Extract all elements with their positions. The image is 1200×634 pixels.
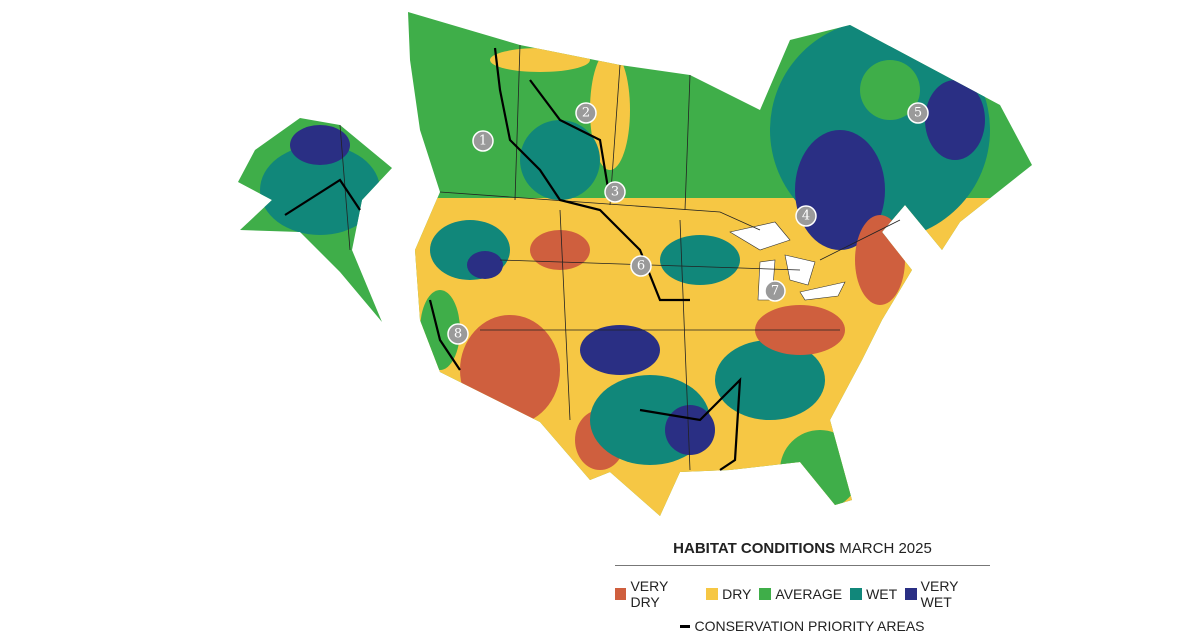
region xyxy=(660,235,740,285)
legend-line-label: CONSERVATION PRIORITY AREAS xyxy=(694,618,925,634)
region xyxy=(795,130,885,250)
region xyxy=(925,80,985,160)
marker: 4 xyxy=(795,205,817,227)
legend-items: VERY DRY DRY AVERAGE WET VERY WET xyxy=(615,578,990,610)
region xyxy=(460,315,560,425)
marker: 7 xyxy=(764,280,786,302)
region xyxy=(520,120,600,200)
region xyxy=(467,251,503,279)
region xyxy=(530,230,590,270)
legend-item: AVERAGE xyxy=(759,578,842,610)
marker: 5 xyxy=(907,102,929,124)
legend-swatch xyxy=(706,588,719,600)
marker-label: 6 xyxy=(637,259,645,274)
legend-swatch xyxy=(759,588,772,600)
legend-swatch xyxy=(905,588,917,600)
legend-swatch xyxy=(850,588,863,600)
legend-subtitle: MARCH 2025 xyxy=(839,540,932,557)
marker: 1 xyxy=(472,130,494,152)
legend-item: WET xyxy=(850,578,897,610)
legend-swatch xyxy=(615,588,627,600)
legend-title-bold: HABITAT CONDITIONS xyxy=(673,540,836,557)
legend-label: AVERAGE xyxy=(775,586,843,602)
legend-label: VERY DRY xyxy=(630,578,669,610)
legend-label: WET xyxy=(866,586,898,602)
region xyxy=(490,48,590,72)
marker-label: 8 xyxy=(454,327,462,342)
marker: 8 xyxy=(447,323,469,345)
marker: 3 xyxy=(604,181,626,203)
marker-label: 4 xyxy=(802,209,810,224)
legend-title: HABITAT CONDITIONS MARCH 2025 xyxy=(615,540,990,566)
legend-item: DRY xyxy=(706,578,751,610)
national-border xyxy=(439,191,901,261)
region xyxy=(580,325,660,375)
region xyxy=(855,215,905,305)
marker-label: 5 xyxy=(914,106,922,121)
region xyxy=(780,430,860,510)
legend-label: VERY WET xyxy=(920,578,959,610)
conservation-area-outline xyxy=(284,47,742,471)
region xyxy=(715,340,825,420)
marker-label: 3 xyxy=(611,185,619,200)
marker-label: 2 xyxy=(582,106,590,121)
legend-label: DRY xyxy=(722,586,752,602)
region xyxy=(290,125,350,165)
legend-item: VERY DRY xyxy=(615,578,698,610)
marker: 2 xyxy=(575,102,597,124)
lake xyxy=(799,281,846,301)
map: 1 2 3 4 5 6 7 8 xyxy=(238,12,1032,516)
legend: HABITAT CONDITIONS MARCH 2025 VERY DRY DR… xyxy=(615,540,990,634)
line-swatch xyxy=(680,624,691,628)
marker: 6 xyxy=(630,255,652,277)
region xyxy=(860,60,920,120)
marker-label: 1 xyxy=(479,134,487,149)
lake xyxy=(729,221,791,251)
marker-label: 7 xyxy=(771,284,779,299)
legend-line-entry: CONSERVATION PRIORITY AREAS xyxy=(615,618,990,634)
legend-item: VERY WET xyxy=(905,578,990,610)
